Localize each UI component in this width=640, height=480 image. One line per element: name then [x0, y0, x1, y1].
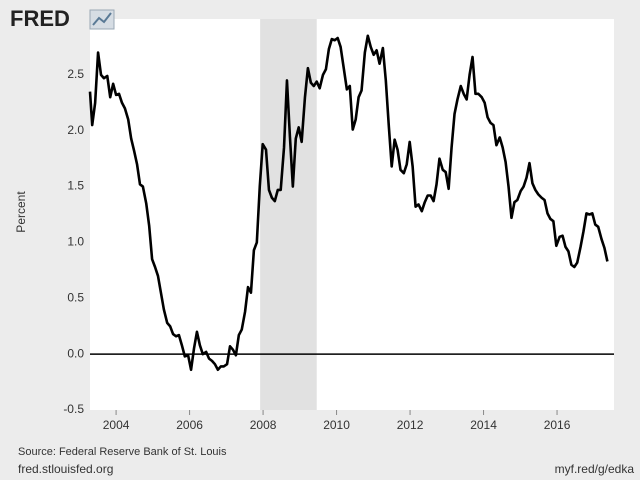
x-tick-label: 2012 — [397, 418, 424, 432]
x-tick-label: 2010 — [323, 418, 350, 432]
x-tick-label: 2016 — [544, 418, 571, 432]
y-axis-label: Percent — [14, 191, 28, 233]
series-line — [88, 34, 609, 372]
logo: FRED — [10, 6, 70, 31]
y-tick-label: -0.5 — [63, 402, 84, 416]
logo-icon — [89, 9, 115, 30]
plot-area — [90, 19, 614, 410]
site: fred.stlouisfed.org — [18, 462, 113, 476]
y-tick-label: 1.0 — [67, 235, 84, 249]
y-tick-label: 0.5 — [67, 290, 84, 304]
y-tick-label: 2.0 — [67, 123, 84, 137]
y-tick-label: 2.5 — [67, 67, 84, 81]
y-tick-label: 1.5 — [67, 179, 84, 193]
short-link: myf.red/g/edka — [555, 462, 635, 476]
x-tick-label: 2008 — [250, 418, 277, 432]
x-tick-label: 2006 — [176, 418, 203, 432]
source: Source: Federal Reserve Bank of St. Loui… — [18, 446, 227, 458]
x-tick-label: 2014 — [470, 418, 497, 432]
x-tick-label: 2004 — [103, 418, 130, 432]
y-tick-label: 0.0 — [67, 346, 84, 360]
